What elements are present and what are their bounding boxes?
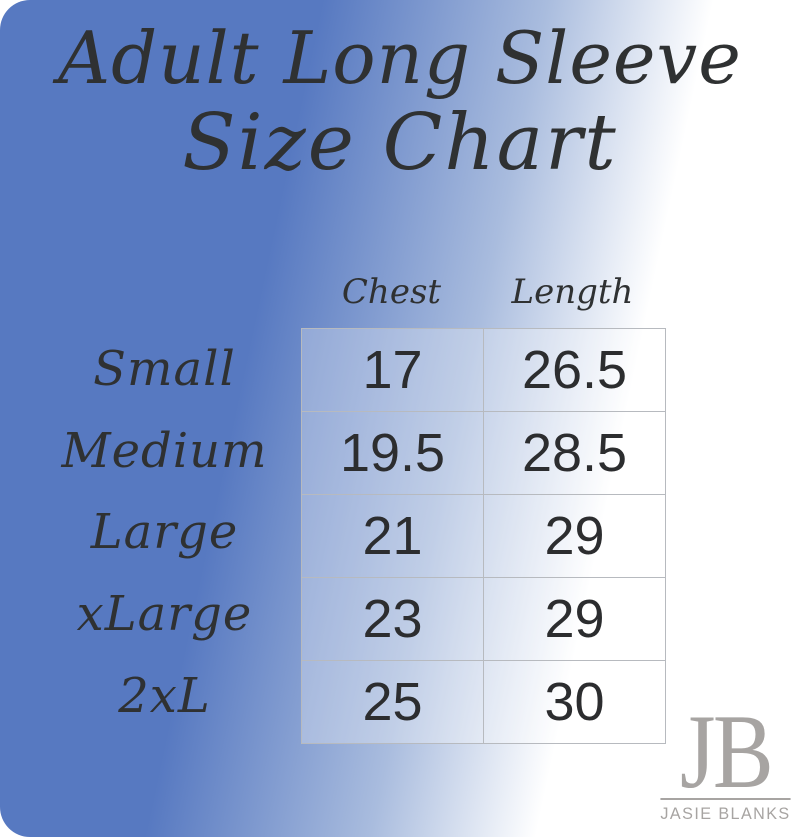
cell-large-length: 29 xyxy=(483,494,666,578)
cell-small-length: 26.5 xyxy=(483,328,666,412)
column-header-length: Length xyxy=(511,272,634,312)
cell-medium-length: 28.5 xyxy=(483,411,666,495)
jasie-blanks-logo: JB JASIE BLANKS xyxy=(657,693,794,824)
page-title: Adult Long Sleeve Size Chart xyxy=(0,16,800,187)
row-label-medium: Medium xyxy=(61,422,268,479)
row-label-xlarge: xLarge xyxy=(76,586,253,643)
cell-xlarge-length: 29 xyxy=(483,577,666,661)
cell-medium-chest: 19.5 xyxy=(301,411,484,495)
cell-2xl-length: 30 xyxy=(483,660,666,744)
row-label-large: Large xyxy=(90,504,239,561)
table-row: 17 26.5 xyxy=(301,328,666,412)
row-label-2xl: 2xL xyxy=(118,668,211,725)
table-row: 25 30 xyxy=(301,660,666,744)
cell-xlarge-chest: 23 xyxy=(301,577,484,661)
row-label-small: Small xyxy=(93,340,236,397)
title-line-1: Adult Long Sleeve xyxy=(58,16,742,100)
column-header-chest: Chest xyxy=(341,272,442,312)
logo-monogram: JB xyxy=(679,693,774,811)
title-line-2: Size Chart xyxy=(182,97,618,188)
logo-brand-name: JASIE BLANKS xyxy=(660,798,791,824)
cell-2xl-chest: 25 xyxy=(301,660,484,744)
cell-large-chest: 21 xyxy=(301,494,484,578)
size-table: 17 26.5 19.5 28.5 21 29 23 29 25 30 xyxy=(301,328,666,744)
table-row: 21 29 xyxy=(301,494,666,578)
cell-small-chest: 17 xyxy=(301,328,484,412)
size-row-labels: Small Medium Large xLarge 2xL xyxy=(42,328,287,737)
table-row: 23 29 xyxy=(301,577,666,661)
table-row: 19.5 28.5 xyxy=(301,411,666,495)
